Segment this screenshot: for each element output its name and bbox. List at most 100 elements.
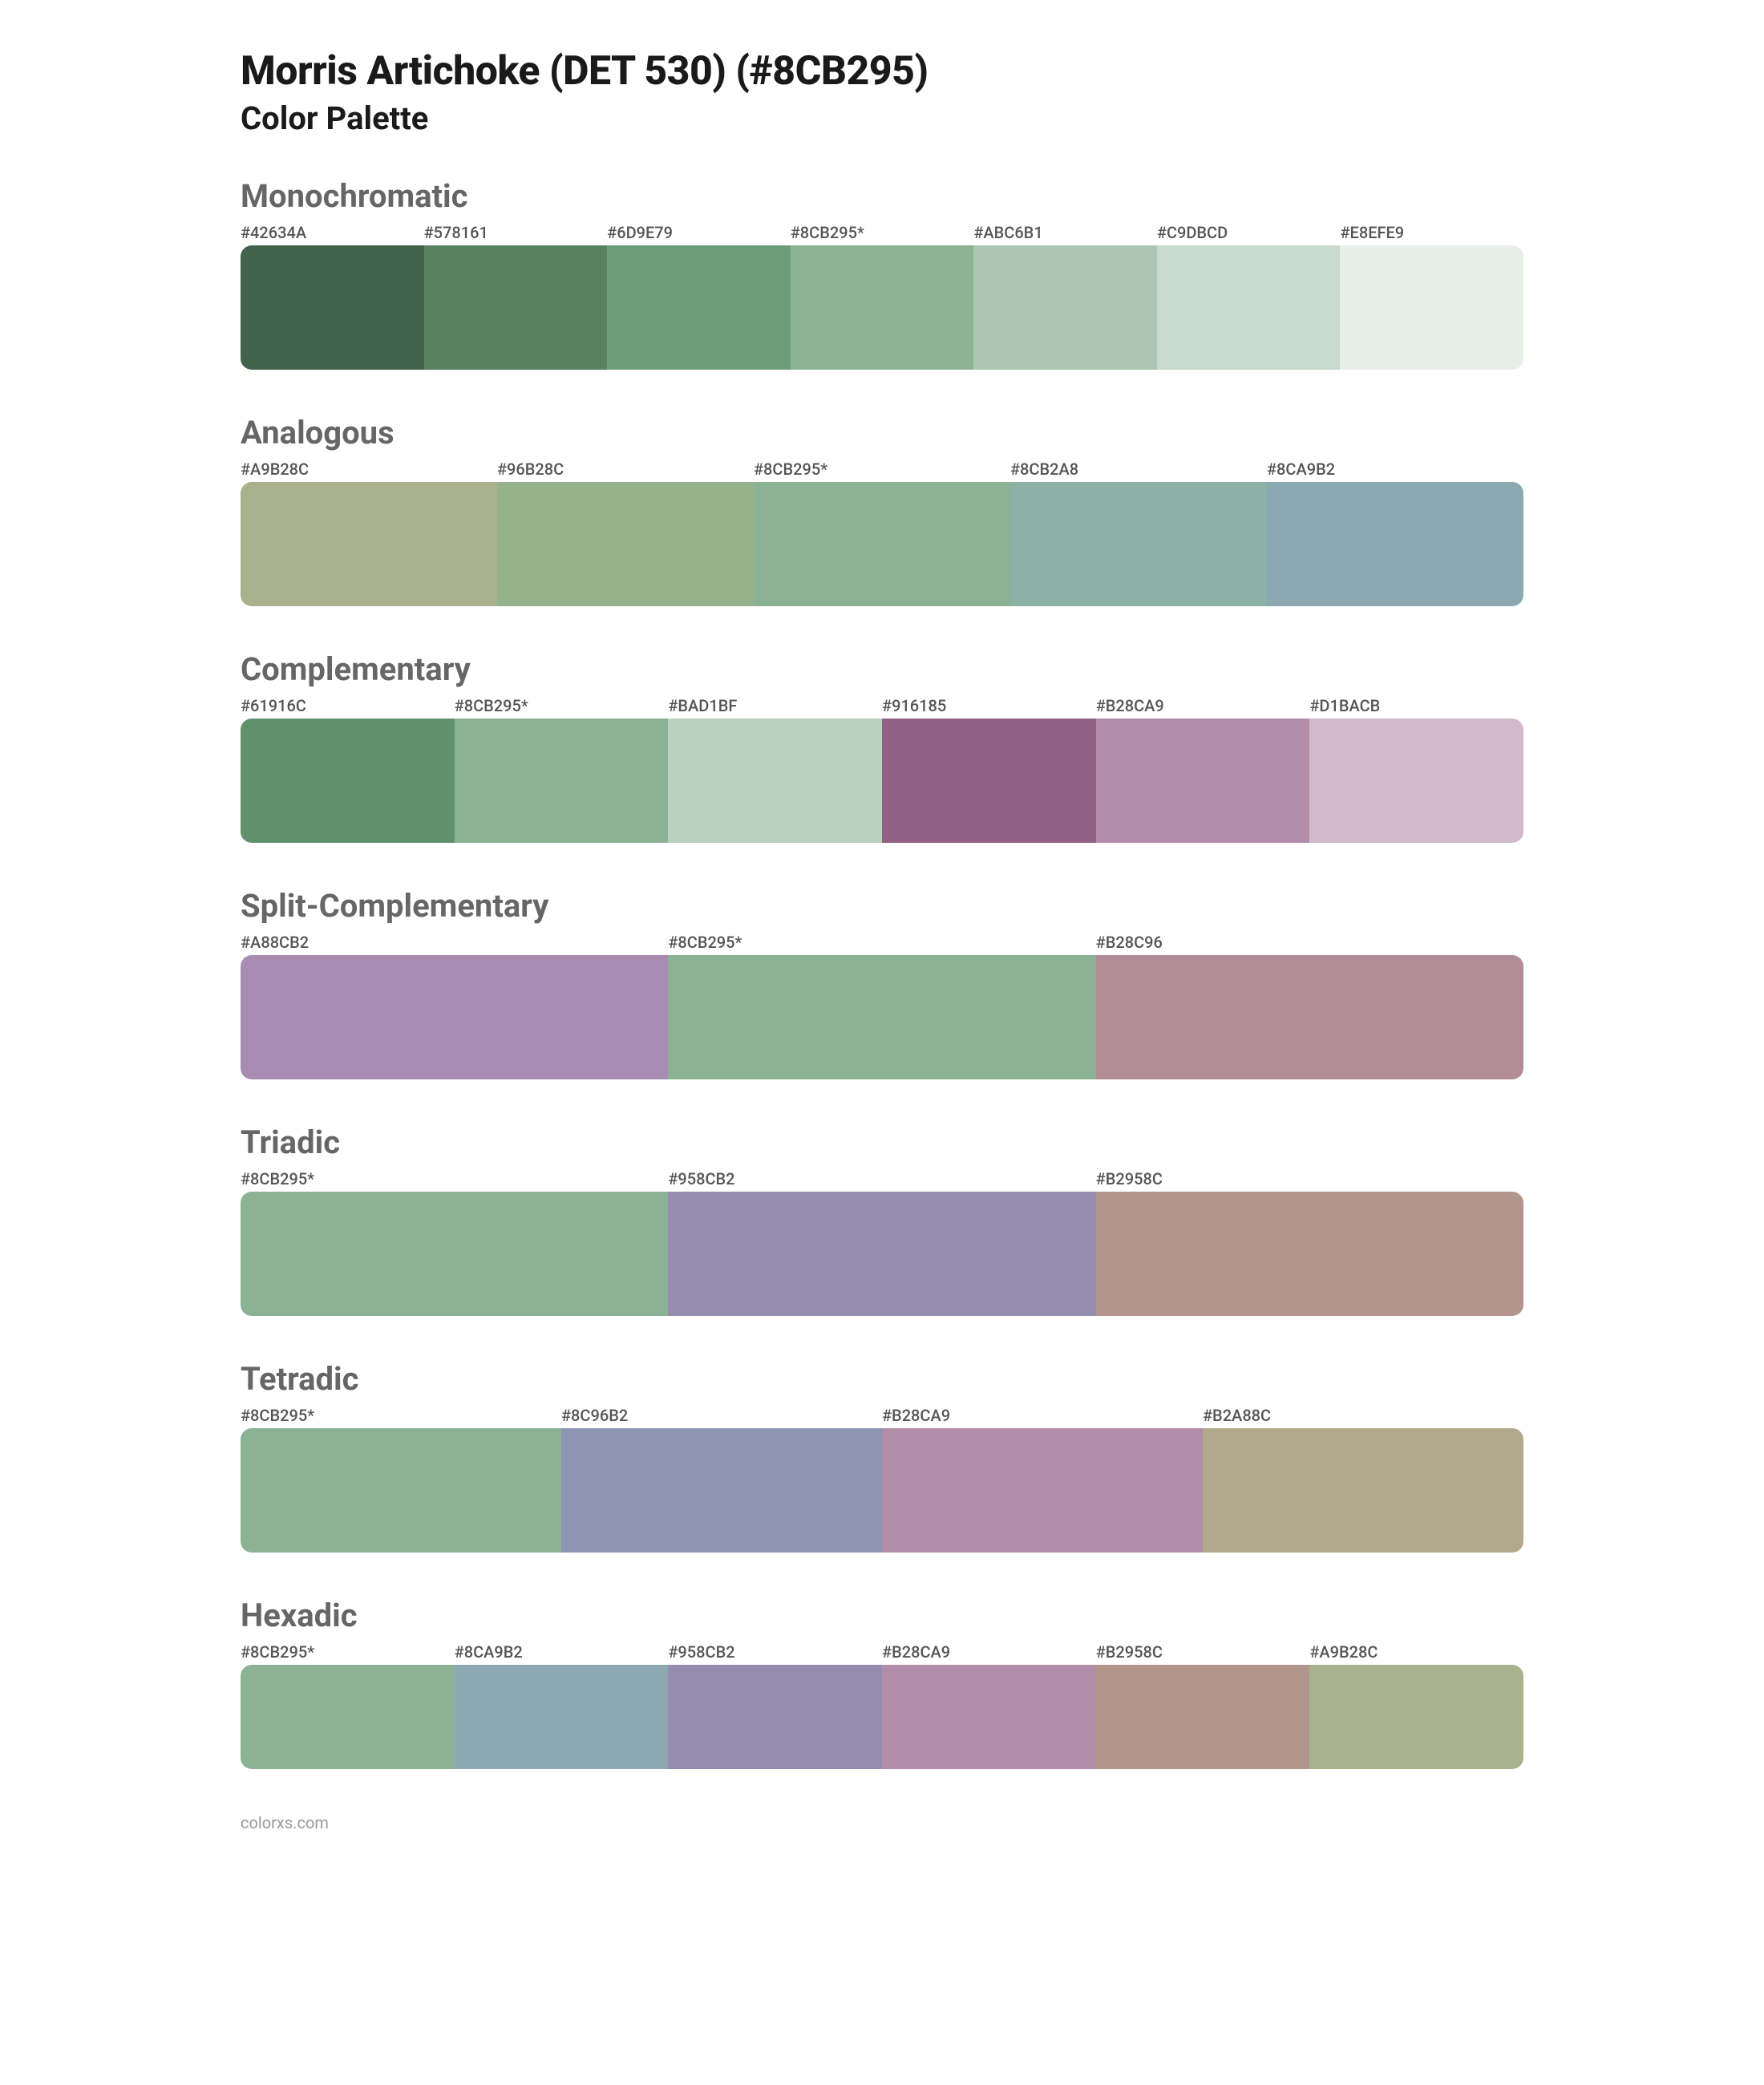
color-label: #B28CA9 [882, 1406, 1203, 1428]
swatch-row [241, 482, 1523, 606]
color-swatch [1203, 1428, 1523, 1553]
section-title: Hexadic [241, 1597, 1523, 1634]
color-label: #8CB295* [241, 1406, 561, 1428]
palette-section: Split-Complementary #A88CB2#8CB295*#B28C9… [241, 887, 1523, 1079]
color-swatch [1267, 482, 1523, 606]
color-swatch [754, 482, 1010, 606]
labels-row: #8CB295*#958CB2#B2958C [241, 1169, 1523, 1192]
color-swatch [241, 245, 424, 370]
color-label: #958CB2 [668, 1642, 882, 1665]
color-label: #916185 [882, 696, 1096, 719]
color-label: #578161 [424, 223, 608, 245]
color-swatch [882, 719, 1096, 843]
swatch-row [241, 1428, 1523, 1553]
palette-sections: Monochromatic#42634A#578161#6D9E79#8CB29… [241, 177, 1523, 1769]
color-swatch [241, 955, 668, 1079]
color-swatch [1096, 955, 1523, 1079]
section-title: Monochromatic [241, 177, 1523, 215]
color-label: #C9DBCD [1157, 223, 1341, 245]
color-label: #BAD1BF [668, 696, 882, 719]
color-swatch [1010, 482, 1267, 606]
color-label: #ABC6B1 [973, 223, 1157, 245]
color-label: #8CA9B2 [455, 1642, 669, 1665]
color-label: #61916C [241, 696, 455, 719]
color-swatch [1157, 245, 1341, 370]
color-swatch [668, 955, 1095, 1079]
color-swatch [607, 245, 791, 370]
color-label: #8CB2A8 [1010, 460, 1267, 482]
labels-row: #61916C#8CB295*#BAD1BF#916185#B28CA9#D1B… [241, 696, 1523, 719]
color-label: #8CA9B2 [1267, 460, 1523, 482]
color-label: #42634A [241, 223, 424, 245]
color-swatch [455, 719, 669, 843]
color-swatch [241, 1192, 668, 1316]
color-swatch [241, 482, 497, 606]
page-subtitle: Color Palette [241, 99, 1523, 137]
section-title: Split-Complementary [241, 887, 1523, 925]
color-swatch [668, 1665, 882, 1769]
palette-section: Hexadic #8CB295*#8CA9B2#958CB2#B28CA9#B29… [241, 1597, 1523, 1769]
color-label: #E8EFE9 [1340, 223, 1523, 245]
color-swatch [241, 719, 455, 843]
color-swatch [1096, 719, 1310, 843]
labels-row: #8CB295*#8CA9B2#958CB2#B28CA9#B2958C#A9B… [241, 1642, 1523, 1665]
color-swatch [424, 245, 608, 370]
color-swatch [1309, 1665, 1523, 1769]
color-swatch [668, 1192, 1095, 1316]
palette-section: Tetradic #8CB295*#8C96B2#B28CA9#B2A88C [241, 1360, 1523, 1553]
color-label: #B2A88C [1203, 1406, 1523, 1428]
color-label: #8C96B2 [561, 1406, 882, 1428]
labels-row: #A9B28C#96B28C#8CB295*#8CB2A8#8CA9B2 [241, 460, 1523, 482]
color-label: #8CB295* [754, 460, 1010, 482]
color-label: #8CB295* [455, 696, 669, 719]
color-swatch [1096, 1665, 1310, 1769]
color-swatch [561, 1428, 882, 1553]
color-swatch [497, 482, 754, 606]
color-label: #B2958C [1096, 1642, 1310, 1665]
labels-row: #8CB295*#8C96B2#B28CA9#B2A88C [241, 1406, 1523, 1428]
section-title: Complementary [241, 650, 1523, 688]
color-swatch [241, 1428, 561, 1553]
color-label: #958CB2 [668, 1169, 1095, 1192]
color-label: #B28CA9 [1096, 696, 1310, 719]
section-title: Tetradic [241, 1360, 1523, 1398]
palette-section: Complementary #61916C#8CB295*#BAD1BF#9161… [241, 650, 1523, 843]
color-swatch [1096, 1192, 1523, 1316]
color-swatch [882, 1428, 1203, 1553]
color-swatch [791, 245, 974, 370]
color-label: #B28C96 [1096, 933, 1523, 955]
color-swatch [241, 1665, 455, 1769]
color-swatch [973, 245, 1157, 370]
color-label: #8CB295* [241, 1642, 455, 1665]
section-title: Analogous [241, 414, 1523, 451]
color-label: #8CB295* [241, 1169, 668, 1192]
color-label: #96B28C [497, 460, 754, 482]
color-swatch [668, 719, 882, 843]
palette-section: Analogous #A9B28C#96B28C#8CB295*#8CB2A8#8… [241, 414, 1523, 606]
color-label: #A9B28C [1309, 1642, 1523, 1665]
color-label: #B2958C [1096, 1169, 1523, 1192]
color-label: #8CB295* [668, 933, 1095, 955]
color-swatch [1309, 719, 1523, 843]
color-label: #A88CB2 [241, 933, 668, 955]
color-label: #8CB295* [791, 223, 974, 245]
labels-row: #42634A#578161#6D9E79#8CB295*#ABC6B1#C9D… [241, 223, 1523, 245]
color-label: #6D9E79 [607, 223, 791, 245]
color-label: #B28CA9 [882, 1642, 1096, 1665]
color-swatch [1340, 245, 1523, 370]
page-title: Morris Artichoke (DET 530) (#8CB295) [241, 48, 1523, 95]
swatch-row [241, 719, 1523, 843]
color-label: #D1BACB [1309, 696, 1523, 719]
palette-section: Monochromatic #42634A#578161#6D9E79#8CB29… [241, 177, 1523, 370]
color-swatch [882, 1665, 1096, 1769]
section-title: Triadic [241, 1123, 1523, 1161]
color-label: #A9B28C [241, 460, 497, 482]
swatch-row [241, 245, 1523, 370]
swatch-row [241, 1192, 1523, 1316]
footer-credit: colorxs.com [241, 1813, 1523, 1832]
color-swatch [455, 1665, 669, 1769]
palette-section: Triadic #8CB295*#958CB2#B2958C [241, 1123, 1523, 1316]
swatch-row [241, 1665, 1523, 1769]
labels-row: #A88CB2#8CB295*#B28C96 [241, 933, 1523, 955]
swatch-row [241, 955, 1523, 1079]
